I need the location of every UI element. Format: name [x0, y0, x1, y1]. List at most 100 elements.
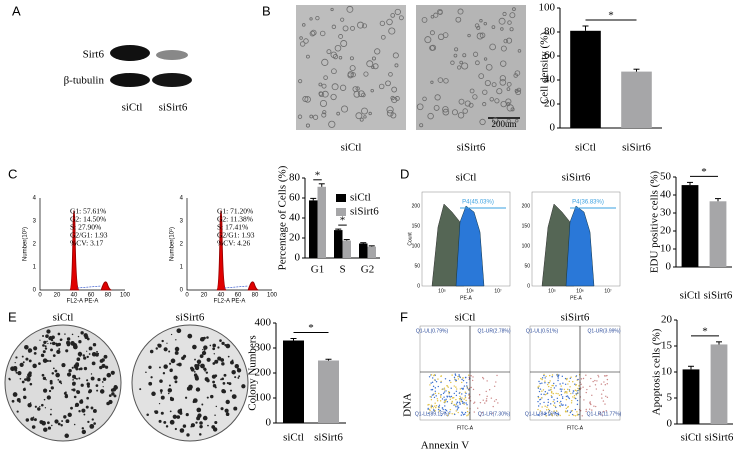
cell — [374, 48, 381, 55]
cell — [506, 81, 512, 87]
colony — [159, 379, 163, 383]
event — [492, 405, 494, 408]
bar — [318, 360, 339, 423]
cell — [442, 108, 450, 116]
event — [451, 413, 453, 415]
y-tick-label: 100 — [522, 243, 531, 249]
event — [556, 374, 558, 376]
event — [554, 405, 556, 408]
colony — [174, 380, 178, 384]
colony — [139, 388, 142, 391]
axis — [186, 198, 272, 291]
event — [555, 385, 557, 387]
cell — [340, 40, 348, 47]
x-tick-label: siCtl — [680, 290, 701, 302]
event — [432, 385, 435, 388]
x-tick-label: siSirt6 — [622, 142, 651, 154]
legend-label: siSirt6 — [350, 206, 379, 218]
y-tick-label: 1 — [33, 265, 37, 271]
cell — [340, 17, 345, 22]
event — [460, 400, 463, 403]
event — [454, 374, 457, 376]
cell — [462, 108, 468, 114]
event — [470, 386, 472, 389]
event — [427, 404, 429, 406]
x-tick-label: 10⁷ — [494, 288, 502, 294]
event — [458, 374, 460, 376]
quadrant-label: Q1-UL(0.79%) — [416, 328, 449, 334]
colony — [202, 415, 208, 421]
event — [550, 395, 553, 397]
cell — [342, 25, 349, 32]
cell — [429, 30, 435, 36]
event — [443, 396, 445, 398]
event — [567, 383, 569, 385]
event — [565, 398, 568, 401]
cell — [506, 102, 511, 107]
cell — [299, 36, 303, 40]
event — [466, 407, 468, 409]
colony — [86, 337, 90, 341]
event — [460, 414, 463, 416]
colony — [96, 350, 99, 353]
colony — [170, 397, 175, 402]
colony — [151, 391, 156, 397]
y-tick-label: 2 — [180, 242, 184, 248]
event — [472, 376, 474, 378]
event — [568, 380, 570, 383]
event — [537, 396, 540, 399]
event — [596, 380, 598, 382]
colony — [49, 359, 52, 363]
event — [466, 386, 469, 388]
event — [444, 378, 447, 380]
event — [466, 415, 468, 417]
event — [574, 408, 577, 411]
event — [459, 388, 462, 390]
colony — [157, 343, 162, 348]
cell — [326, 49, 332, 55]
g2-peak — [100, 281, 112, 291]
cell — [366, 60, 374, 68]
event — [448, 390, 450, 393]
event — [573, 414, 575, 417]
colony — [70, 341, 75, 346]
event — [561, 396, 564, 398]
cell — [347, 72, 354, 79]
x-tick-label: siCtl — [681, 432, 702, 444]
cell — [303, 38, 309, 44]
y-tick-label: 300 — [255, 342, 272, 354]
event — [546, 383, 549, 386]
colony — [23, 395, 27, 400]
colony — [26, 358, 28, 360]
colony — [12, 392, 18, 397]
event — [545, 409, 548, 411]
cell — [349, 65, 356, 72]
bar — [317, 186, 326, 258]
event — [464, 395, 466, 397]
legend-swatch — [336, 194, 346, 202]
event — [468, 393, 470, 396]
event — [435, 406, 437, 409]
y-tick-label: 0 — [417, 283, 420, 289]
colony — [49, 381, 53, 385]
colony — [194, 358, 196, 361]
event — [455, 398, 457, 401]
event — [461, 400, 464, 403]
cell — [450, 60, 455, 65]
colony — [46, 395, 51, 400]
event — [434, 405, 436, 407]
cell — [474, 60, 480, 66]
blue-hist — [565, 205, 595, 287]
colony — [212, 343, 217, 348]
colony — [214, 359, 219, 364]
dish-title: siSirt6 — [176, 312, 205, 324]
event — [557, 375, 559, 377]
event — [464, 411, 467, 414]
event — [542, 389, 545, 391]
colony — [220, 358, 225, 362]
stat-text: %CV: 3.17 — [70, 239, 103, 248]
event — [431, 381, 434, 384]
cell — [357, 90, 365, 98]
colony — [105, 365, 109, 369]
